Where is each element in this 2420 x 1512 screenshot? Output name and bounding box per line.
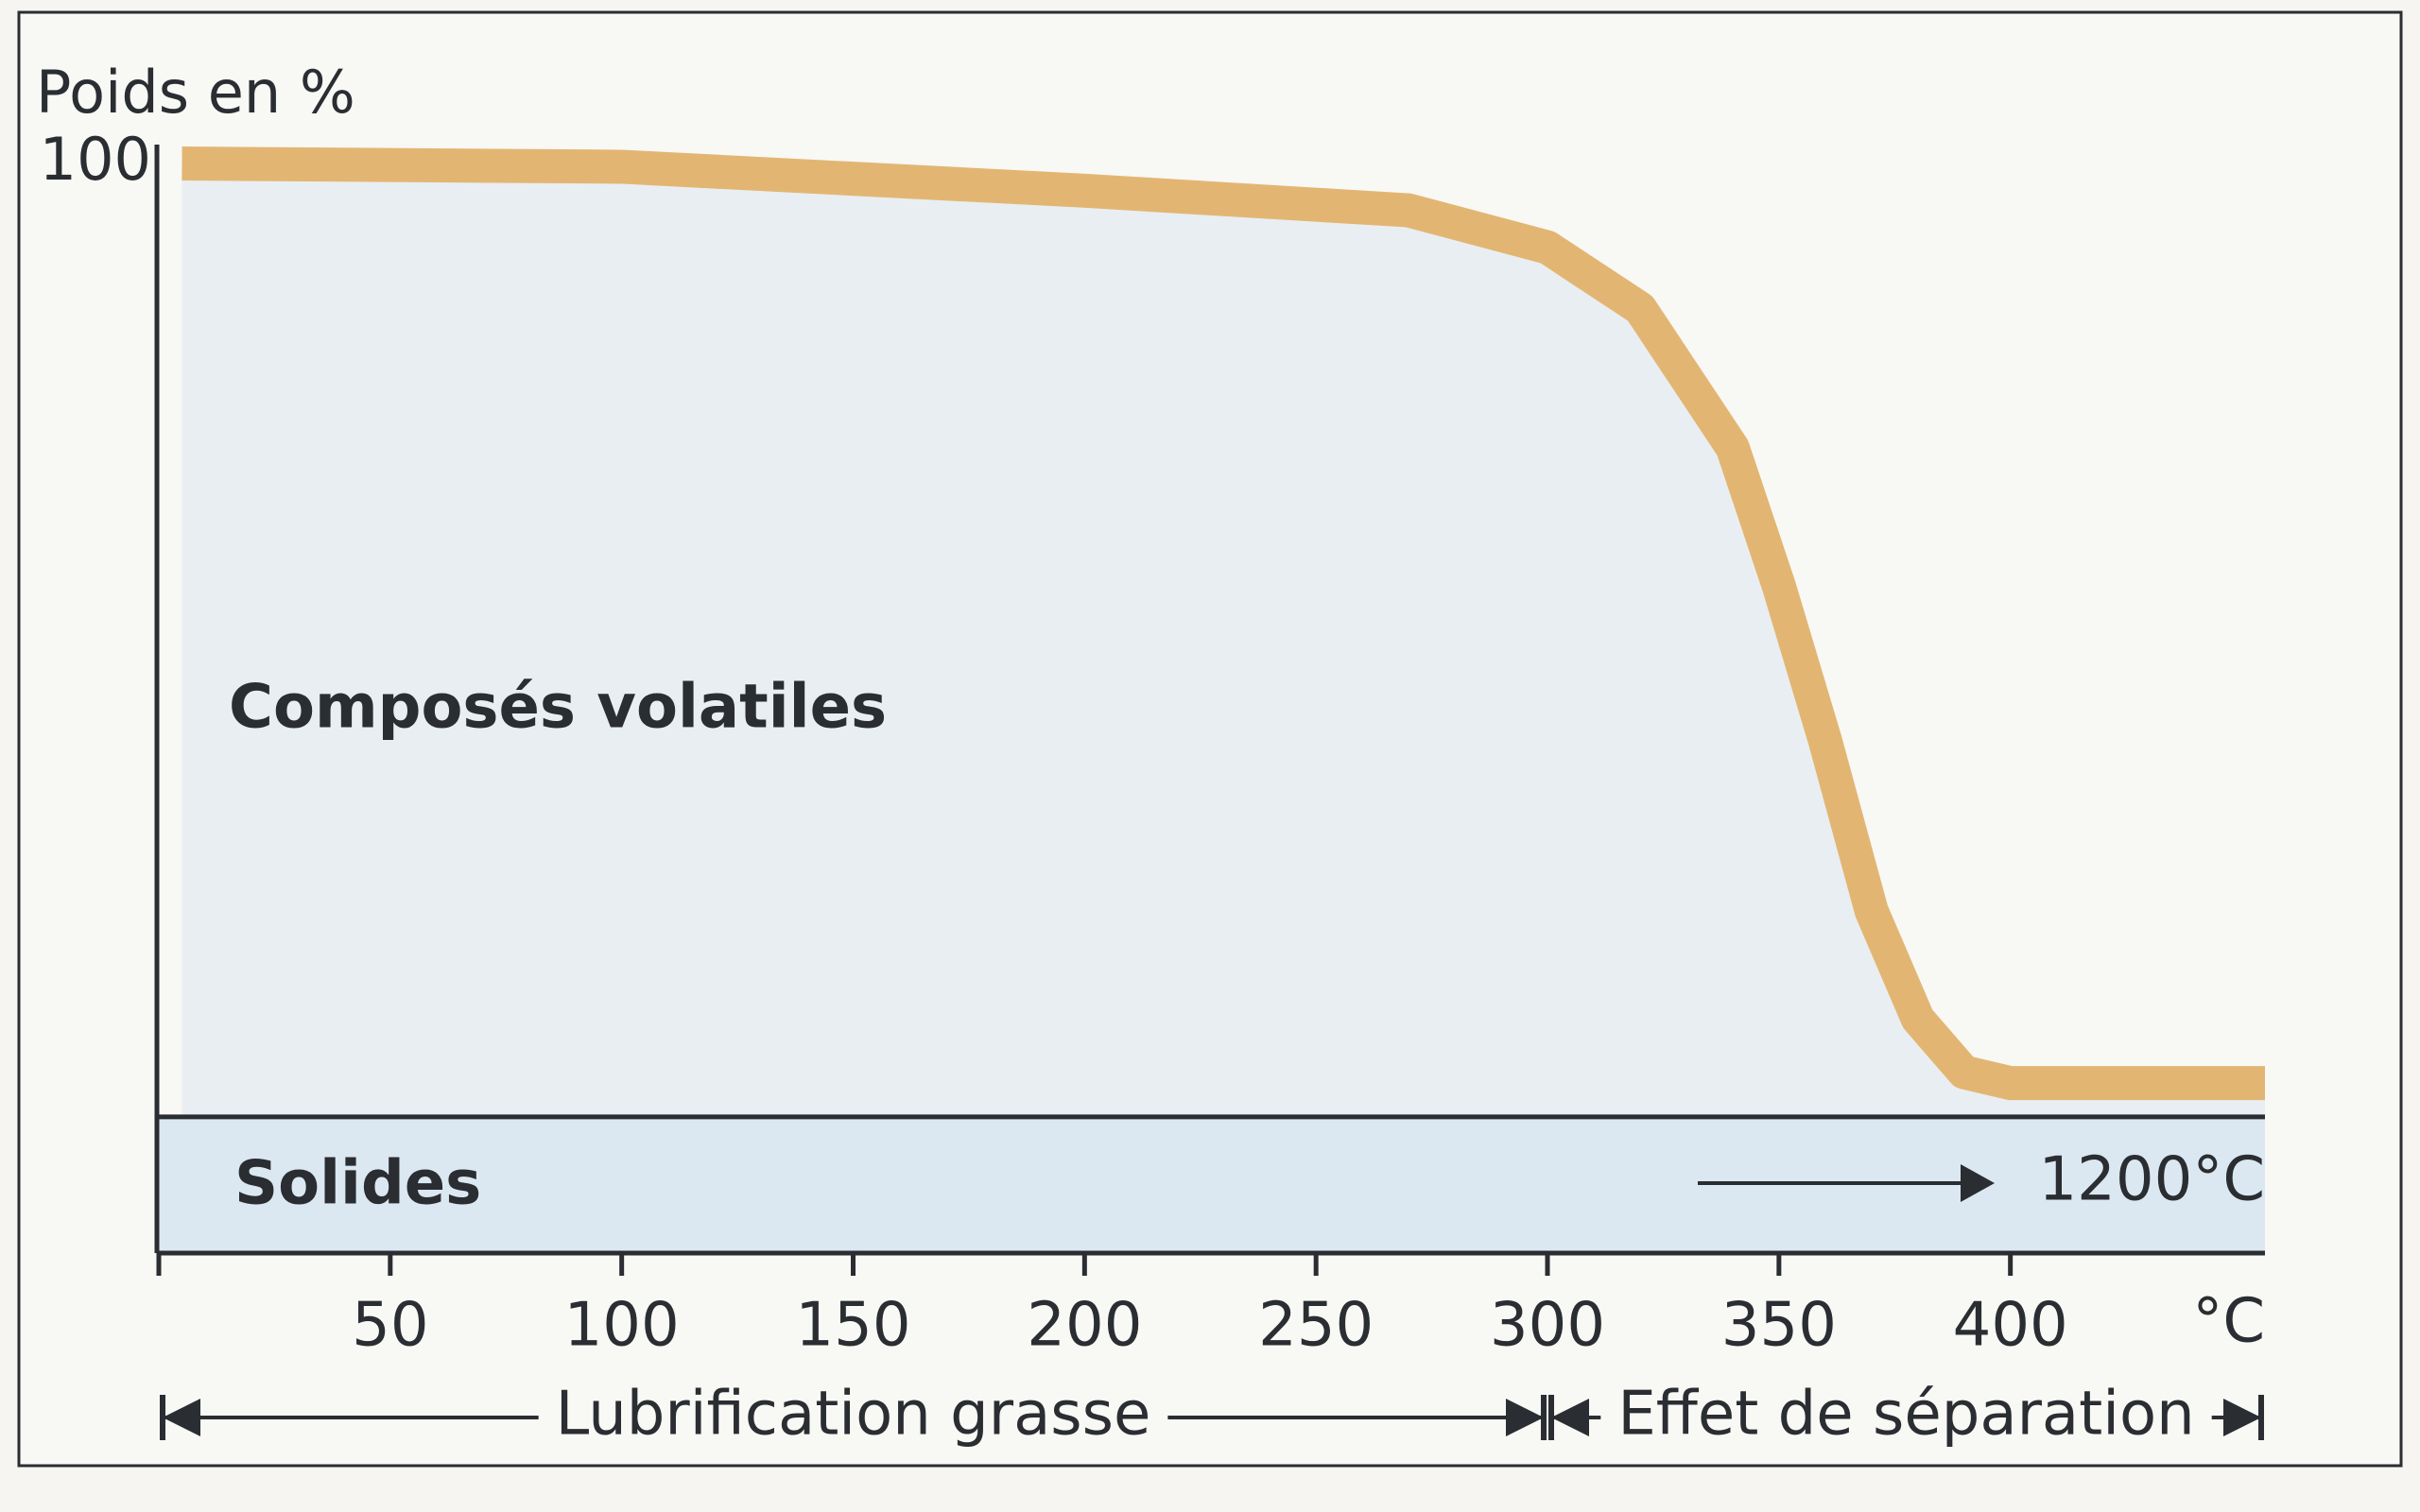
range-label: Lubrification grasse [556, 1380, 1151, 1450]
y-tick-label: 100 [40, 125, 151, 194]
range-label-bg [538, 1379, 1168, 1450]
annotation: 1200°C [2038, 1145, 2265, 1215]
range-label-bg [1600, 1379, 2212, 1450]
x-tick-label: 350 [1721, 1291, 1837, 1361]
region-label: Solides [234, 1149, 481, 1219]
x-tick-label: 100 [564, 1291, 680, 1361]
x-tick-label: 250 [1258, 1291, 1374, 1361]
range-label: Effet de séparation [1617, 1380, 2194, 1450]
arrowhead [2223, 1399, 2261, 1436]
x-tick-label: 150 [795, 1291, 910, 1361]
weight-line [182, 146, 2265, 1101]
arrowhead [1506, 1399, 1545, 1436]
x-tick-label: 50 [352, 1291, 428, 1361]
y-axis-label: Poids en % [36, 58, 355, 127]
plot: 100 50 100 150 200 250 300 350 400 °C Composés vol… [40, 125, 2266, 1450]
region-label: Composés volatiles [229, 673, 887, 743]
x-tick-label: 400 [1953, 1291, 2068, 1361]
x-tick-label: 200 [1027, 1291, 1142, 1361]
x-tick-label: 300 [1490, 1291, 1605, 1361]
area [182, 163, 2266, 1253]
arrowhead [1961, 1164, 1995, 1202]
x-axis-label: °C [2192, 1287, 2265, 1357]
arrowhead [1551, 1399, 1590, 1436]
arrowhead [163, 1399, 200, 1436]
